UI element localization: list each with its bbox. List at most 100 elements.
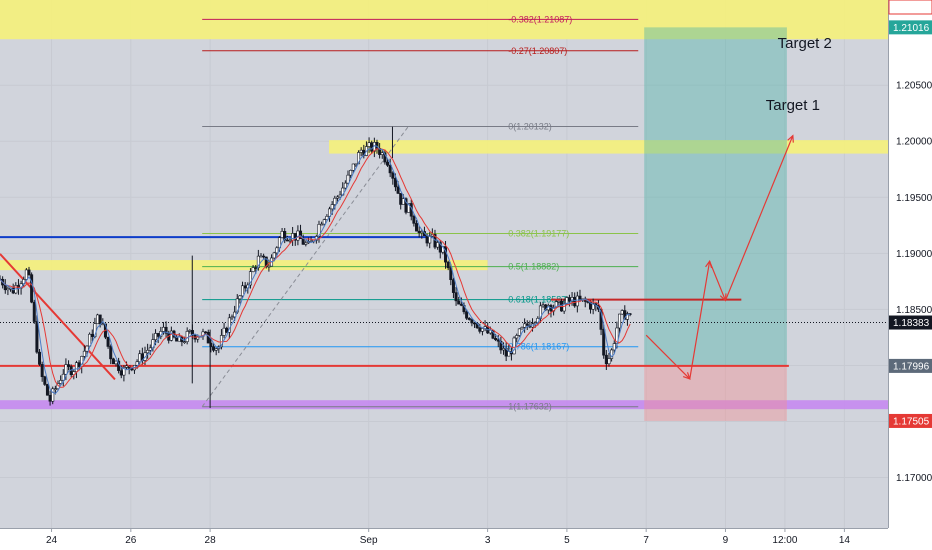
fib-trend-line[interactable] [201, 126, 409, 408]
candle-body [494, 338, 498, 341]
candle-body [446, 261, 450, 269]
candle-body [541, 304, 545, 307]
candle-body [512, 337, 516, 355]
zone-yellow-low [0, 260, 488, 271]
candle-body [557, 301, 561, 303]
candle-body [122, 367, 126, 376]
projection-segment[interactable] [724, 135, 794, 301]
candle-body [96, 314, 100, 325]
candle-body [567, 297, 571, 302]
candle-body [59, 380, 63, 384]
candle-body [330, 204, 334, 210]
candle-body [451, 279, 455, 293]
candle-body [467, 317, 471, 320]
price-label-text: 1.18383 [893, 318, 930, 329]
candle-body [256, 255, 260, 268]
candle-body [396, 186, 400, 194]
time-ticks: 24 26 28 Sep 3 5 7 9 12:00 14 [46, 528, 850, 546]
projection-segment[interactable] [709, 260, 727, 301]
candle-body [280, 231, 284, 238]
candle-body [119, 370, 123, 376]
candle-body [480, 328, 484, 332]
candle-body [470, 319, 474, 324]
candle-body [3, 284, 7, 291]
candle-body [254, 267, 258, 269]
long-position-box[interactable] [644, 27, 787, 421]
candle-body [457, 300, 461, 305]
price-label-badge [889, 413, 932, 428]
zone-purple [0, 400, 888, 410]
candle-body [67, 364, 71, 367]
price-axis-background[interactable] [888, 0, 932, 550]
fib-level-label: -0.382(1.21087) [508, 14, 572, 24]
candle-body [275, 247, 279, 254]
projection-segment[interactable] [689, 261, 711, 380]
candle-body [241, 285, 245, 297]
time-tick-label: 3 [485, 535, 491, 546]
fibonacci-retracement[interactable]: -0.382(1.21087) -0.27(1.20807) 0(1.20132) 0… [201, 14, 639, 412]
candle-body [64, 364, 68, 375]
candle-body [138, 353, 142, 363]
profit-zone[interactable] [644, 27, 787, 366]
candle-body [301, 238, 305, 245]
candle-body [35, 321, 39, 353]
candle-body [346, 174, 350, 184]
time-tick-label: 14 [839, 535, 851, 546]
annotation-target-1[interactable]: Target 1 [766, 97, 820, 114]
time-tick-label: 5 [564, 535, 570, 546]
price-labels: 1.21224 1.21016 1.18383 1.17996 1.17505 [888, 0, 932, 428]
candle-body [607, 358, 611, 365]
annotation-target-2[interactable]: Target 2 [778, 35, 832, 52]
candle-body [351, 163, 355, 171]
candle-body [380, 152, 384, 155]
candle-body [299, 230, 303, 239]
candle-body [106, 336, 110, 347]
candle-body [154, 333, 158, 340]
candle-body [156, 333, 160, 337]
fib-level-label: 0.382(1.19177) [508, 229, 569, 239]
trendline-downtrend[interactable] [0, 253, 116, 381]
candle-body [225, 327, 229, 333]
highlight-zones [0, 0, 888, 410]
time-tick-label: 7 [643, 535, 649, 546]
projection-segment[interactable] [645, 334, 691, 380]
candle-body [24, 269, 28, 280]
projection-arrowhead [787, 134, 794, 143]
candle-body [135, 361, 139, 366]
candle-body [565, 297, 569, 304]
candle-body [370, 142, 374, 152]
projection-path[interactable] [645, 134, 794, 380]
candle-body [415, 223, 419, 232]
price-tick-label: 1.20000 [896, 137, 932, 148]
candle-body [88, 333, 92, 347]
horizontal-lines[interactable] [0, 236, 888, 381]
candle-body [465, 311, 469, 319]
candle-body [262, 255, 266, 258]
candle-body [515, 335, 519, 339]
fib-level-label: 0.786(1.18167) [508, 342, 569, 352]
candle-body [45, 384, 49, 396]
fib-level-label: 0.5(1.18882) [508, 262, 559, 272]
candle-body [77, 362, 81, 367]
candle-body [32, 301, 36, 322]
candle-body [478, 327, 482, 332]
candle-body [288, 239, 292, 242]
candle-body [212, 346, 216, 351]
candle-body [533, 322, 537, 325]
candle-body [412, 215, 416, 224]
candle-body [243, 285, 247, 289]
price-tick-label: 1.17000 [896, 473, 932, 484]
loss-zone[interactable] [644, 365, 787, 421]
candle-body [230, 316, 234, 319]
time-axis-background[interactable] [0, 528, 888, 550]
candle-body [196, 336, 200, 340]
annotations[interactable]: Target 2 Target 1 [766, 35, 832, 114]
candle-body [502, 348, 506, 351]
candle-body [602, 329, 606, 356]
candle-body [578, 295, 582, 300]
candle-body [82, 350, 86, 357]
candle-body [238, 295, 242, 300]
moving-average [0, 145, 631, 395]
candle-body [61, 373, 65, 381]
